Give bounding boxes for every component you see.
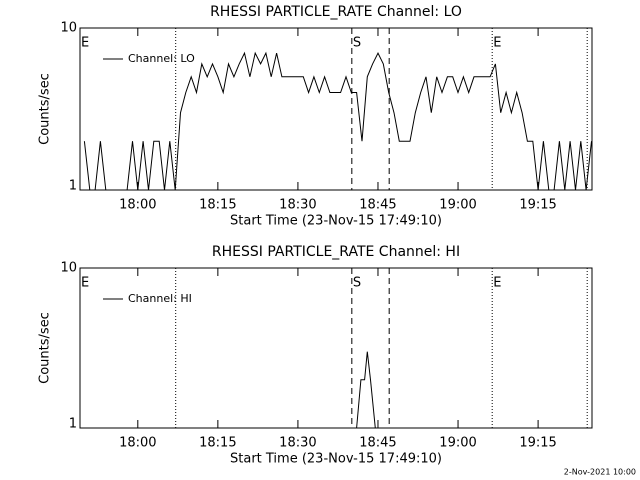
y-axis-label: Counts/sec (38, 312, 53, 384)
event-label: E (493, 276, 501, 291)
y-axis-label: Counts/sec (38, 73, 53, 145)
footer: 2-Nov-2021 10:00 (564, 468, 636, 477)
y-tick-label: 1 (69, 417, 77, 432)
x-tick-label: 18:15 (199, 436, 236, 451)
x-tick-label: 19:15 (519, 436, 556, 451)
x-tick-label: 19:15 (519, 198, 556, 213)
event-label: S (353, 276, 361, 291)
x-tick-label: 19:00 (439, 198, 476, 213)
y-tick-label: 10 (60, 21, 77, 36)
x-tick-label: 18:30 (279, 198, 316, 213)
y-tick-label: 1 (69, 179, 77, 194)
x-tick-label: 18:30 (279, 436, 316, 451)
y-tick-label: 10 (60, 261, 77, 276)
legend-label: Channel: LO (128, 52, 195, 65)
event-label: S (353, 36, 361, 51)
x-axis-label: Start Time (23-Nov-15 17:49:10) (230, 452, 442, 467)
legend-label: Channel: HI (128, 292, 192, 305)
plot-frame (79, 267, 593, 429)
x-tick-label: 18:15 (199, 198, 236, 213)
data-line (83, 51, 592, 191)
chart-title: RHESSI PARTICLE_RATE Channel: LO (210, 4, 462, 20)
x-tick-label: 18:45 (359, 198, 396, 213)
x-tick-label: 19:00 (439, 436, 476, 451)
event-label: E (81, 276, 89, 291)
data-line (356, 351, 376, 429)
x-tick-label: 18:00 (119, 436, 156, 451)
event-label: E (493, 36, 501, 51)
plot-frame (79, 27, 593, 191)
chart-title: RHESSI PARTICLE_RATE Channel: HI (212, 244, 460, 260)
x-axis-label: Start Time (23-Nov-15 17:49:10) (230, 214, 442, 229)
event-label: E (81, 36, 89, 51)
x-tick-label: 18:00 (119, 198, 156, 213)
x-tick-label: 18:45 (359, 436, 396, 451)
